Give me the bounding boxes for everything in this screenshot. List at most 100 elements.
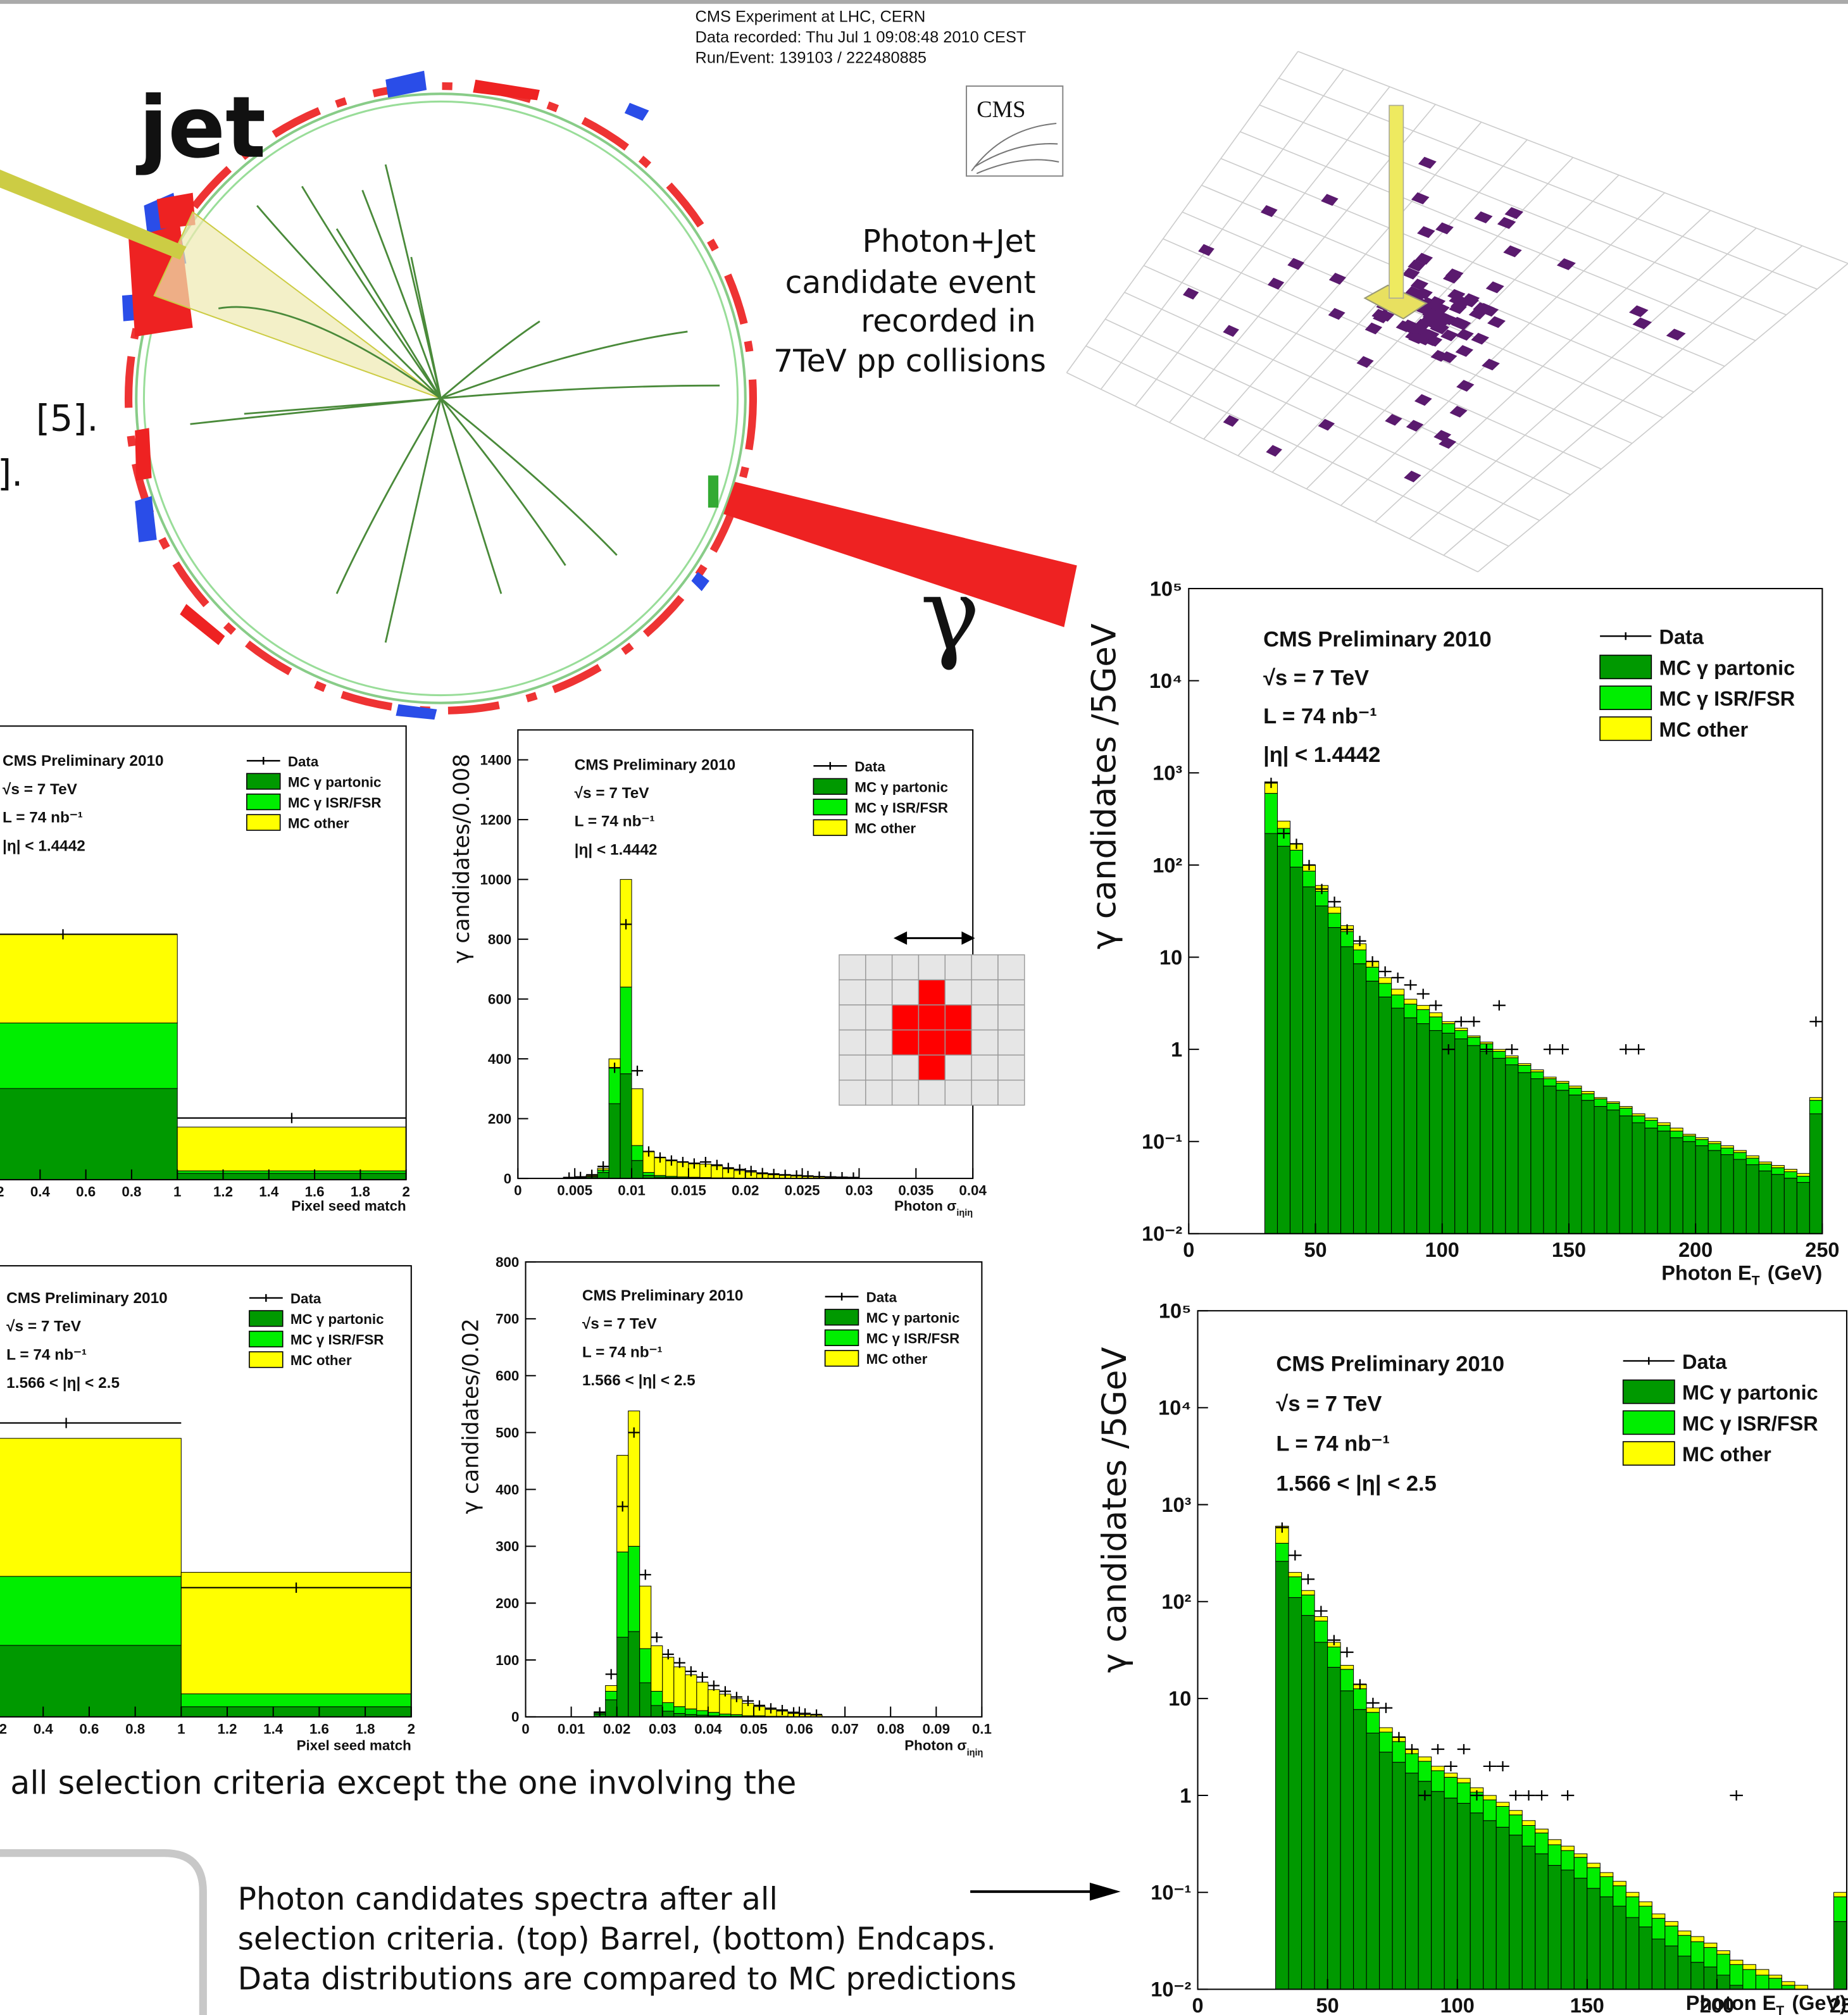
x-axis-label: Photon σiηiη (904, 1738, 983, 1758)
bar-segment (1380, 1732, 1393, 1752)
bar-segment (1678, 1935, 1691, 1956)
crystal (945, 1005, 971, 1030)
bar-segment (1404, 1018, 1417, 1233)
bar-segment (632, 1089, 643, 1145)
chart-title: CMS Preliminary 2010 (582, 1287, 744, 1304)
legend-label: Data (290, 1291, 322, 1307)
y-tick-label: 700 (496, 1311, 519, 1327)
lego-cell (1385, 414, 1402, 426)
crystal (892, 1030, 919, 1056)
bar-segment (1496, 1806, 1509, 1827)
y-tick-label: 400 (488, 1051, 511, 1067)
bar-segment (609, 1068, 620, 1104)
x-tick-label: 2 (408, 1721, 415, 1737)
crystal (918, 1055, 945, 1080)
lego-cell (1198, 244, 1214, 256)
bar-segment (1480, 1051, 1493, 1233)
bar-segment (1613, 1881, 1626, 1886)
page: {"header_lines":["CMS Experiment at LHC,… (0, 0, 1848, 2015)
bar-segment (1721, 1148, 1733, 1154)
body-fragment: [5]. (36, 397, 99, 439)
caption-line: Data distributions are compared to MC pr… (238, 1961, 1017, 1997)
lego-cell (1450, 406, 1468, 418)
bar-segment (1626, 1892, 1639, 1897)
crystal (866, 955, 892, 980)
bar-segment (1480, 1042, 1493, 1044)
bar-segment (1392, 995, 1404, 1008)
y-tick-label: 10 (1168, 1687, 1191, 1710)
bar-segment (1639, 1927, 1652, 1990)
x-tick-label: 0.035 (898, 1182, 933, 1198)
bar-segment (1569, 1088, 1582, 1095)
bar-segment (1468, 1037, 1480, 1045)
photon-bar (723, 482, 1077, 627)
bar-segment (1587, 1888, 1601, 1990)
bar-segment (1695, 1140, 1708, 1146)
bar-segment (1518, 1064, 1531, 1066)
y-tick-label: 600 (488, 991, 511, 1007)
body-fragment: ]. (0, 453, 23, 495)
bar-segment (1594, 1099, 1607, 1106)
bar-segment (1328, 928, 1341, 1234)
x-tick-label: 100 (1440, 1994, 1475, 2015)
x-tick-label: 1.2 (213, 1183, 233, 1199)
legend-swatch (249, 1352, 283, 1368)
x-axis-label: Photon σiηiη (894, 1198, 973, 1218)
bar-segment (628, 1546, 640, 1631)
lego-cell (1486, 282, 1504, 294)
bar-segment (1544, 1079, 1556, 1087)
bar-segment (1430, 1030, 1442, 1233)
bar-segment (177, 1171, 406, 1173)
legend-swatch (249, 1311, 283, 1326)
lego-cell (1365, 323, 1382, 335)
lego-cell (1503, 246, 1521, 258)
bar-segment (1639, 1906, 1652, 1927)
chart-info: |η| < 1.4442 (575, 841, 658, 858)
bar-segment (1607, 1110, 1620, 1233)
y-tick-label: 0 (504, 1171, 511, 1187)
bar-segment (1366, 1708, 1380, 1712)
bar-segment (1733, 1151, 1746, 1152)
lego-grid (1066, 373, 1478, 572)
bar-segment (1632, 1123, 1645, 1233)
bar-segment (1418, 1781, 1432, 1990)
crystal (945, 1080, 971, 1106)
lego-tower (1389, 106, 1403, 299)
bar-segment (620, 1074, 632, 1178)
bar-segment (1522, 1846, 1535, 1989)
x-tick-label: 2 (402, 1183, 409, 1199)
bar-segment (1620, 1108, 1632, 1116)
bar-segment (1366, 967, 1379, 981)
caption-line: Photon candidates spectra after all (238, 1881, 778, 1917)
bar-segment (1366, 1733, 1380, 1989)
y-tick-label: 10⁻¹ (1142, 1130, 1182, 1153)
y-tick-label: 800 (488, 932, 511, 947)
bar-segment (1314, 1616, 1328, 1621)
bar-segment (651, 1646, 663, 1692)
legend-label: MC other (290, 1352, 352, 1368)
crystal (866, 980, 892, 1005)
bar-segment (1444, 1773, 1458, 1778)
bar-segment (1683, 1134, 1695, 1136)
chart-info: L = 74 nb⁻¹ (1263, 704, 1377, 728)
bar-segment (632, 1145, 643, 1161)
bar-segment (1406, 1754, 1419, 1773)
bar-segment (1717, 1950, 1730, 1954)
text-box (0, 1853, 203, 2015)
bar-segment (1496, 1827, 1509, 1989)
lego-cell (1474, 211, 1492, 223)
bar-segment (1366, 981, 1379, 1233)
crystal (892, 1055, 919, 1080)
crystal (918, 980, 945, 1005)
bar-segment (1582, 1092, 1594, 1094)
y-tick-label: 1000 (480, 871, 512, 887)
x-tick-label: 0.07 (831, 1721, 858, 1737)
bar-segment (1314, 1642, 1328, 1989)
lego-cell (1357, 356, 1374, 368)
legend-label: MC γ ISR/FSR (866, 1331, 960, 1347)
y-tick-label: 10³ (1161, 1494, 1191, 1516)
legend-label: Data (854, 759, 885, 775)
x-tick-label: 200 (1678, 1238, 1713, 1261)
crystal (998, 980, 1025, 1005)
